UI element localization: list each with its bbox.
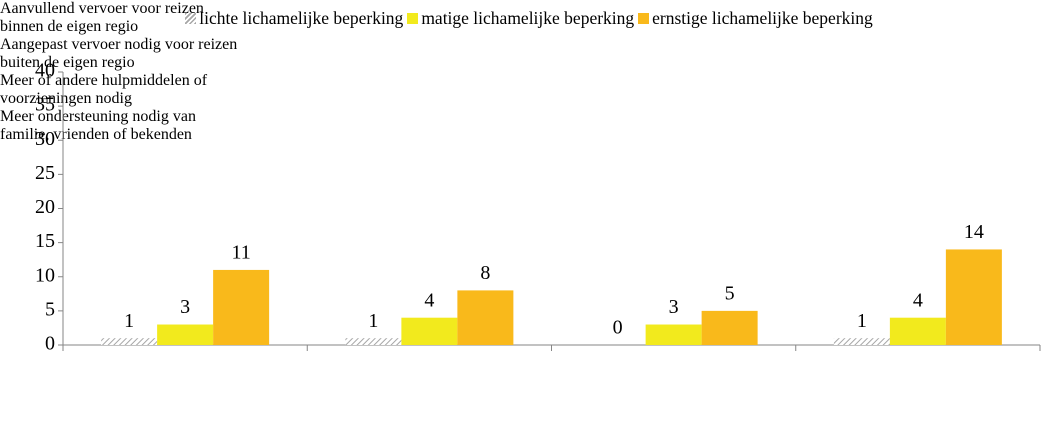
bar	[157, 324, 214, 345]
y-tick-label: 20	[35, 196, 55, 218]
data-label: 4	[913, 289, 923, 311]
x-tick-label: Aanvullend vervoer voor reizen binnen de…	[0, 0, 204, 35]
legend-label: matige lichamelijke beperking	[421, 8, 635, 28]
bar	[345, 338, 402, 345]
legend-item: ernstige lichamelijke beperking	[638, 8, 873, 29]
legend-item: matige lichamelijke beperking	[407, 8, 634, 29]
data-label: 1	[368, 310, 378, 332]
data-label: 3	[180, 296, 190, 318]
data-label: 1	[857, 310, 867, 332]
legend-item: lichte lichamelijke beperking	[185, 8, 403, 29]
y-tick-label: 0	[45, 333, 55, 355]
data-label: 4	[424, 289, 434, 311]
legend-swatch	[638, 13, 650, 24]
y-tick-label: 5	[45, 298, 55, 320]
data-label: 11	[231, 242, 250, 264]
bar	[889, 317, 946, 345]
bar	[945, 249, 1002, 345]
bar	[213, 269, 270, 345]
data-label: 3	[669, 296, 679, 318]
bar	[701, 310, 758, 345]
x-tick-label: Meer ondersteuning nodig van familie, vr…	[0, 108, 196, 143]
legend-swatch	[407, 13, 419, 24]
data-label: 1	[124, 310, 134, 332]
bar	[101, 338, 158, 345]
y-tick-label: 10	[35, 264, 55, 286]
data-label: 0	[613, 317, 623, 339]
bar	[833, 338, 890, 345]
bar	[645, 324, 702, 345]
bar	[457, 290, 514, 345]
data-label: 14	[964, 221, 984, 243]
y-tick-label: 25	[35, 162, 55, 184]
y-tick-label: 15	[35, 230, 55, 252]
legend-swatch	[185, 13, 197, 24]
legend: lichte lichamelijke beperking matige lich…	[0, 8, 1062, 29]
legend-label: lichte lichamelijke beperking	[199, 8, 404, 28]
x-tick-label: Meer of andere hulpmiddelen of voorzieni…	[0, 72, 208, 107]
y-tick-label: 35	[35, 94, 55, 116]
legend-label: ernstige lichamelijke beperking	[652, 8, 873, 28]
y-tick-label: 30	[35, 128, 55, 150]
data-label: 8	[480, 262, 490, 284]
data-label: 5	[725, 282, 735, 304]
bar	[401, 317, 458, 345]
x-tick-label: Aangepast vervoer nodig voor reizen buit…	[0, 36, 238, 71]
y-tick-label: 40	[35, 60, 55, 82]
